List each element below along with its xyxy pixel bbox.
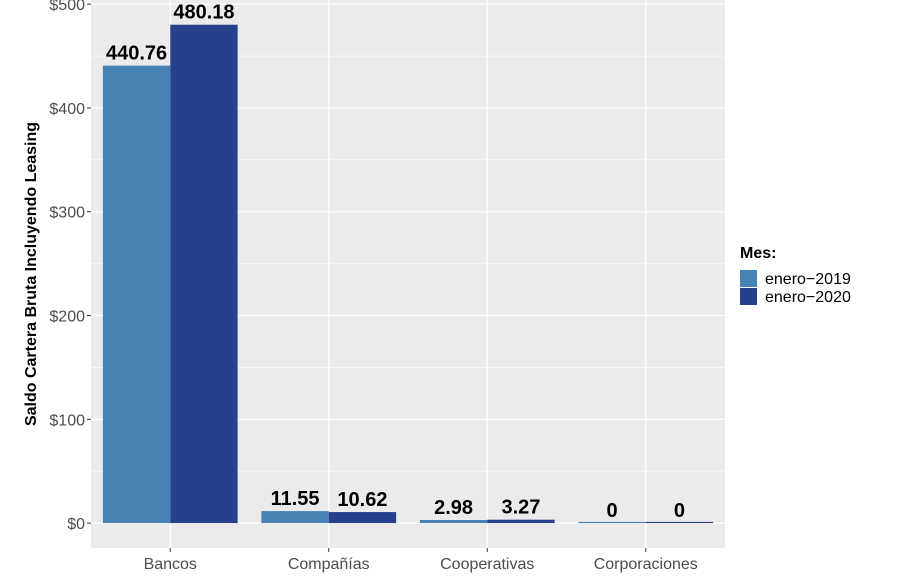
- y-tick-label: $500: [49, 0, 85, 14]
- bar: [102, 65, 171, 524]
- legend-label: enero−2019: [765, 271, 851, 288]
- y-tick-label: $200: [49, 309, 85, 326]
- bar: [170, 24, 238, 524]
- x-tick-label: Corporaciones: [594, 556, 698, 573]
- y-tick-label: $300: [49, 205, 85, 222]
- x-tick-label: Cooperativas: [440, 556, 534, 573]
- data-label: 0: [607, 500, 618, 522]
- bar: [487, 519, 555, 524]
- y-axis: $0 $100 $200 $300 $400 $500: [49, 0, 91, 533]
- bar: [419, 519, 488, 524]
- data-labels: 440.76 480.18 11.55 10.62 2.98 3.27 0 0: [106, 2, 685, 522]
- data-label: 440.76: [106, 43, 167, 65]
- data-label: 480.18: [173, 2, 234, 24]
- bar: [328, 512, 397, 524]
- legend-swatch: [740, 270, 757, 287]
- legend-label: enero−2020: [765, 289, 851, 306]
- data-label: 10.62: [337, 489, 387, 511]
- x-axis: Bancos Compañías Cooperativas Corporaciones: [144, 548, 698, 573]
- data-label: 0: [674, 500, 685, 522]
- y-axis-title: Saldo Cartera Bruta Incluyendo Leasing: [23, 122, 40, 426]
- bar: [261, 511, 329, 524]
- y-tick-label: $400: [49, 101, 85, 118]
- bar: [578, 521, 646, 524]
- data-label: 3.27: [501, 497, 540, 519]
- data-label: 2.98: [434, 497, 473, 519]
- legend-swatch: [740, 288, 757, 305]
- bars: [102, 24, 714, 524]
- x-tick-label: Compañías: [288, 556, 370, 573]
- y-tick-label: $100: [49, 412, 85, 429]
- y-tick-label: $0: [67, 516, 85, 533]
- data-label: 11.55: [271, 488, 320, 510]
- bar: [645, 521, 714, 524]
- legend-title: Mes:: [740, 245, 776, 262]
- x-tick-label: Bancos: [144, 556, 197, 573]
